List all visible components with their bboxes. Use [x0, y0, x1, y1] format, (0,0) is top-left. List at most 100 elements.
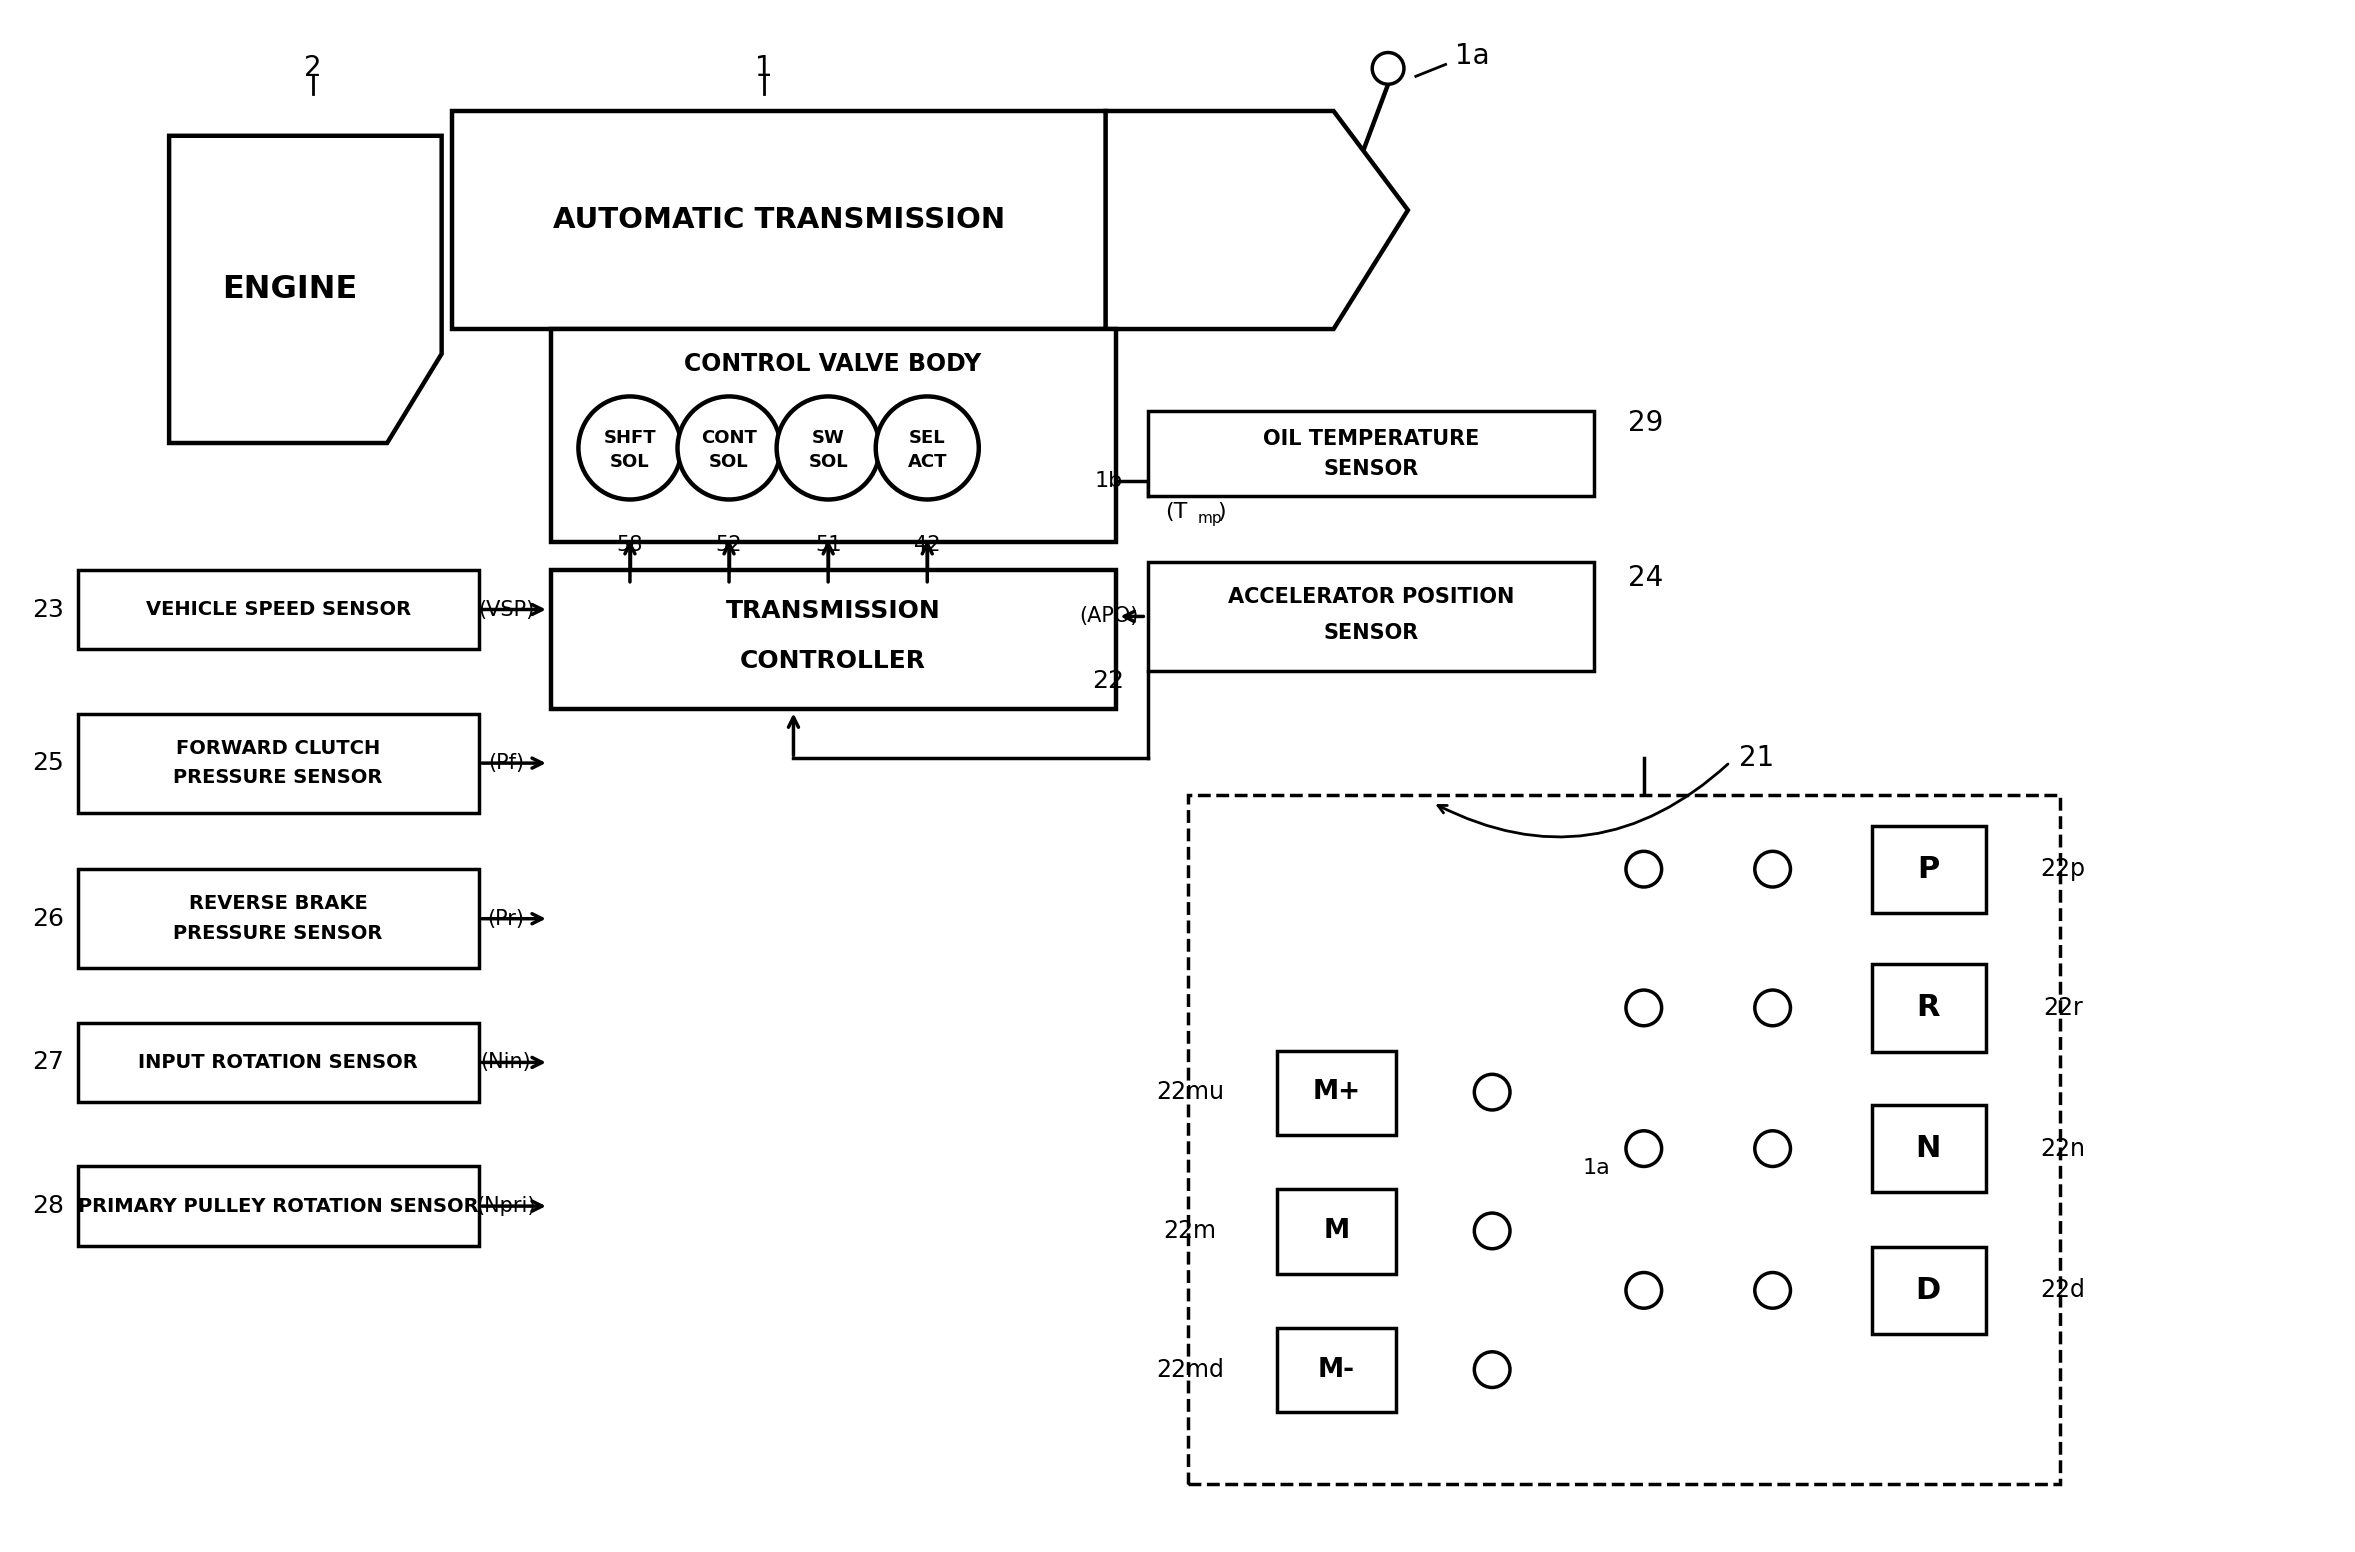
Text: 51: 51 — [815, 535, 841, 556]
Text: 1a: 1a — [1455, 42, 1491, 70]
Text: ACT: ACT — [907, 453, 947, 470]
Text: 2: 2 — [304, 54, 323, 82]
Circle shape — [1625, 1273, 1663, 1308]
Bar — [1187, 795, 2061, 1484]
Bar — [1149, 411, 1594, 495]
Text: 29: 29 — [1627, 410, 1663, 438]
Text: SW: SW — [812, 428, 845, 447]
Bar — [1872, 1246, 1985, 1335]
Bar — [78, 1023, 480, 1102]
Text: CONTROLLER: CONTROLLER — [739, 649, 926, 674]
Text: P: P — [1917, 855, 1941, 883]
Text: 22m: 22m — [1163, 1218, 1218, 1243]
Text: 22md: 22md — [1156, 1358, 1225, 1381]
Bar — [1149, 562, 1594, 670]
Polygon shape — [170, 135, 443, 442]
Text: 21: 21 — [1738, 743, 1773, 773]
Text: AUTOMATIC TRANSMISSION: AUTOMATIC TRANSMISSION — [553, 206, 1006, 234]
Bar — [551, 329, 1116, 542]
Circle shape — [1625, 990, 1663, 1026]
Text: (Pr): (Pr) — [487, 909, 525, 928]
Text: (Npri): (Npri) — [476, 1197, 537, 1217]
Bar — [1872, 964, 1985, 1052]
Bar — [78, 570, 480, 649]
Circle shape — [1373, 53, 1404, 84]
Text: (T: (T — [1166, 503, 1187, 523]
Text: SOL: SOL — [610, 453, 650, 470]
Text: (APO): (APO) — [1079, 607, 1137, 627]
Circle shape — [1754, 852, 1790, 888]
Text: 26: 26 — [33, 906, 64, 931]
Circle shape — [1474, 1074, 1510, 1110]
Text: 1: 1 — [756, 54, 772, 82]
Text: CONT: CONT — [702, 428, 756, 447]
Text: N: N — [1915, 1135, 1941, 1162]
Circle shape — [777, 396, 881, 500]
Bar — [1276, 1051, 1397, 1135]
Text: M+: M+ — [1312, 1079, 1361, 1105]
Circle shape — [1625, 852, 1663, 888]
Text: 27: 27 — [33, 1051, 64, 1074]
Text: FORWARD CLUTCH: FORWARD CLUTCH — [177, 739, 379, 757]
Text: 1a: 1a — [1583, 1158, 1611, 1178]
Polygon shape — [1104, 112, 1408, 329]
Bar — [1276, 1329, 1397, 1412]
Text: SEL: SEL — [909, 428, 947, 447]
Bar — [78, 714, 480, 813]
Text: 22p: 22p — [2039, 857, 2087, 882]
Text: ACCELERATOR POSITION: ACCELERATOR POSITION — [1227, 587, 1514, 607]
Text: SOL: SOL — [709, 453, 749, 470]
Text: SHFT: SHFT — [603, 428, 657, 447]
Text: ENGINE: ENGINE — [221, 273, 358, 304]
Text: VEHICLE SPEED SENSOR: VEHICLE SPEED SENSOR — [146, 601, 410, 619]
Text: M: M — [1324, 1218, 1349, 1243]
Text: mp: mp — [1199, 511, 1222, 526]
Bar — [551, 570, 1116, 709]
Circle shape — [876, 396, 980, 500]
Text: 22: 22 — [1093, 669, 1126, 692]
Text: (VSP): (VSP) — [478, 599, 535, 619]
Circle shape — [1754, 990, 1790, 1026]
Text: PRESSURE SENSOR: PRESSURE SENSOR — [174, 768, 384, 787]
Circle shape — [1754, 1273, 1790, 1308]
Bar — [78, 1167, 480, 1246]
Text: ): ) — [1218, 503, 1227, 523]
Bar — [1276, 1189, 1397, 1274]
Circle shape — [1754, 1131, 1790, 1167]
Text: SENSOR: SENSOR — [1324, 624, 1418, 643]
Text: 24: 24 — [1627, 563, 1663, 591]
Text: 58: 58 — [617, 535, 643, 556]
Text: 28: 28 — [33, 1193, 64, 1218]
Circle shape — [1625, 1131, 1663, 1167]
Bar — [1872, 1105, 1985, 1192]
Text: 23: 23 — [33, 598, 64, 621]
Text: REVERSE BRAKE: REVERSE BRAKE — [188, 894, 367, 913]
Circle shape — [1474, 1352, 1510, 1387]
Bar — [452, 112, 1104, 329]
Text: 25: 25 — [33, 751, 64, 774]
Text: PRESSURE SENSOR: PRESSURE SENSOR — [174, 923, 384, 944]
Text: 22r: 22r — [2044, 996, 2082, 1020]
Text: OIL TEMPERATURE: OIL TEMPERATURE — [1262, 428, 1479, 449]
Text: 22n: 22n — [2039, 1136, 2087, 1161]
Text: INPUT ROTATION SENSOR: INPUT ROTATION SENSOR — [139, 1052, 417, 1072]
Text: CONTROL VALVE BODY: CONTROL VALVE BODY — [685, 352, 982, 376]
Text: R: R — [1917, 993, 1941, 1023]
Text: 1b: 1b — [1095, 470, 1123, 490]
Text: (Pf): (Pf) — [487, 753, 525, 773]
Circle shape — [579, 396, 681, 500]
Text: M-: M- — [1319, 1356, 1354, 1383]
Text: D: D — [1915, 1276, 1941, 1305]
Text: 22d: 22d — [2039, 1279, 2087, 1302]
Bar — [78, 869, 480, 968]
Text: PRIMARY PULLEY ROTATION SENSOR: PRIMARY PULLEY ROTATION SENSOR — [78, 1197, 478, 1215]
Text: SOL: SOL — [808, 453, 848, 470]
Text: SENSOR: SENSOR — [1324, 459, 1418, 478]
Text: 22mu: 22mu — [1156, 1080, 1225, 1103]
Text: (Nin): (Nin) — [480, 1052, 532, 1072]
Circle shape — [1474, 1214, 1510, 1249]
Circle shape — [678, 396, 780, 500]
Text: 42: 42 — [914, 535, 940, 556]
Text: 52: 52 — [716, 535, 742, 556]
Text: TRANSMISSION: TRANSMISSION — [725, 599, 940, 624]
